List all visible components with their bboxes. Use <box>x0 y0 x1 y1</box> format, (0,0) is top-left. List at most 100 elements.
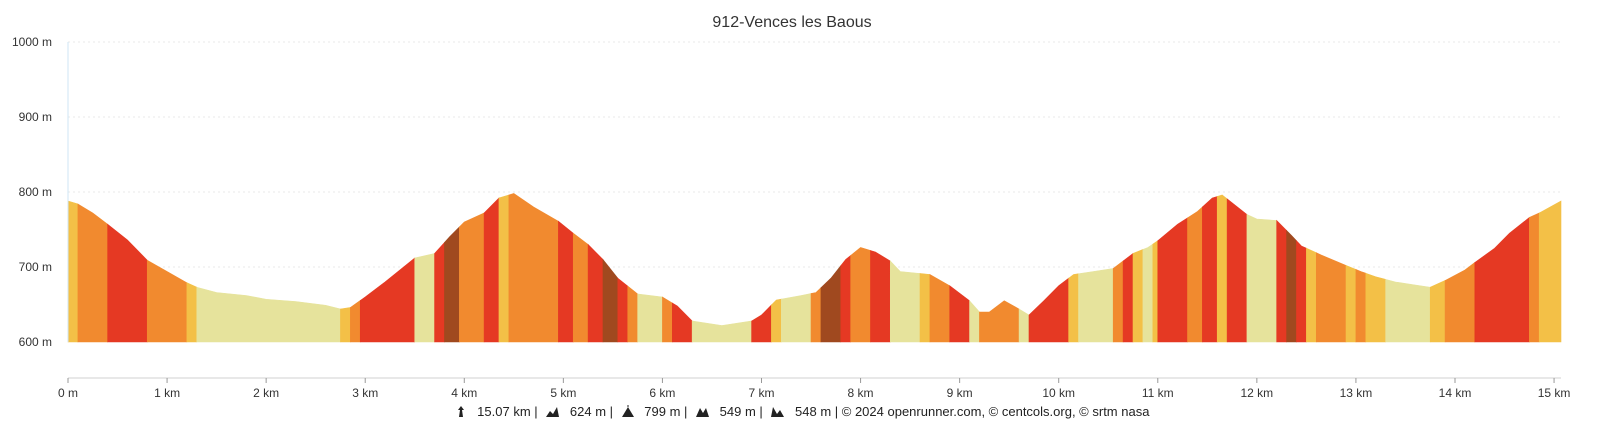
slope-segment-52 <box>1216 194 1228 343</box>
slope-segment-62 <box>1365 272 1386 343</box>
distance-value: 15.07 km | <box>477 404 538 419</box>
slope-segment-31 <box>840 254 851 343</box>
x-tick-label-13: 13 km <box>1340 386 1373 400</box>
y-tick-label-800: 800 m <box>19 185 52 199</box>
x-tick-label-12: 12 km <box>1241 386 1274 400</box>
x-tick-label-15: 15 km <box>1538 386 1571 400</box>
slope-segment-63 <box>1385 278 1431 343</box>
x-tick-label-2: 2 km <box>253 386 279 400</box>
slope-segment-59 <box>1315 252 1347 343</box>
x-tick-label-9: 9 km <box>947 386 973 400</box>
slope-segment-9 <box>414 253 435 343</box>
ascent-value: 624 m | <box>569 404 614 419</box>
slope-segment-23 <box>662 296 673 343</box>
slope-segment-28 <box>781 293 812 343</box>
slope-segment-11 <box>444 226 460 343</box>
y-tick-label-1000: 1000 m <box>12 35 52 49</box>
slope-segment-36 <box>929 273 951 343</box>
slope-segment-15 <box>508 193 559 343</box>
slope-segment-13 <box>483 197 500 343</box>
slope-segment-0 <box>67 200 79 343</box>
slope-segment-33 <box>870 250 891 343</box>
max-altitude-value: 799 m | <box>644 404 688 419</box>
descent-icon <box>771 407 785 417</box>
slope-segment-35 <box>919 273 931 343</box>
slope-segment-25 <box>691 320 752 343</box>
slope-segment-60 <box>1345 265 1357 343</box>
slope-segment-2 <box>107 223 148 343</box>
slope-segment-37 <box>949 285 970 343</box>
slope-segment-56 <box>1286 229 1297 343</box>
grid-lines <box>68 41 1561 268</box>
slope-segment-24 <box>672 302 693 343</box>
x-tick-label-14: 14 km <box>1439 386 1472 400</box>
slope-segment-22 <box>637 293 663 343</box>
distance-icon <box>457 406 464 417</box>
slope-segment-66 <box>1474 216 1530 343</box>
slope-segment-3 <box>146 259 188 343</box>
slope-segment-21 <box>627 285 638 343</box>
slope-segment-51 <box>1202 196 1218 343</box>
slope-segment-61 <box>1355 269 1367 343</box>
slope-segment-40 <box>1018 308 1030 343</box>
min-altitude-value: 549 m | <box>719 404 763 419</box>
slope-segment-41 <box>1028 277 1069 343</box>
slope-segment-34 <box>889 260 921 343</box>
slope-segment-38 <box>969 299 980 343</box>
slope-segment-17 <box>572 232 589 343</box>
slope-segment-7 <box>350 299 361 343</box>
slope-segment-5 <box>196 286 341 343</box>
slope-segment-32 <box>850 247 871 343</box>
x-tick-label-10: 10 km <box>1042 386 1075 400</box>
slope-segment-26 <box>751 304 772 343</box>
chart-title: 912-Vences les Baous <box>712 14 871 31</box>
ascent-icon <box>546 407 560 417</box>
x-tick-label-7: 7 km <box>748 386 774 400</box>
slope-segment-42 <box>1068 273 1079 343</box>
slope-segment-20 <box>617 277 629 343</box>
slope-segment-47 <box>1142 243 1154 343</box>
x-tick-label-4: 4 km <box>451 386 477 400</box>
slope-segment-54 <box>1246 214 1277 343</box>
descent-value: 548 m | <box>795 404 839 419</box>
slope-segment-27 <box>771 298 782 343</box>
slope-segment-65 <box>1444 261 1476 343</box>
slope-segment-55 <box>1276 219 1287 343</box>
slope-segment-29 <box>810 287 822 343</box>
slope-segment-4 <box>186 282 198 343</box>
slope-segments <box>67 193 1562 343</box>
slope-segment-50 <box>1187 206 1203 343</box>
slope-segment-46 <box>1132 249 1144 343</box>
max-altitude-icon <box>621 405 634 417</box>
x-axis-ticks: 0 m 1 km 2 km 3 km 4 km 5 km 6 km 7 km 8 km 9 km 1… <box>58 378 1570 400</box>
slope-segment-44 <box>1112 260 1124 343</box>
slope-segment-18 <box>587 243 604 343</box>
slope-segment-16 <box>558 220 574 343</box>
y-tick-label-600: 600 m <box>19 335 52 349</box>
slope-segment-58 <box>1306 247 1317 343</box>
route-stats-footer: 15.07 km | 624 m | 799 m | 549 m | 548 m… <box>0 404 1600 419</box>
x-tick-label-8: 8 km <box>848 386 874 400</box>
slope-segment-30 <box>820 264 842 343</box>
slope-segment-43 <box>1078 268 1114 343</box>
y-axis-ticks: 600 m 700 m 800 m 900 m 1000 m <box>12 35 52 349</box>
slope-segment-53 <box>1226 198 1248 343</box>
slope-segment-39 <box>979 300 1020 343</box>
slope-segment-19 <box>602 258 619 343</box>
y-tick-label-700: 700 m <box>19 260 52 274</box>
slope-segment-48 <box>1152 240 1159 343</box>
slope-segment-57 <box>1296 239 1307 343</box>
min-altitude-icon <box>696 408 710 417</box>
slope-segment-8 <box>359 257 416 343</box>
slope-segment-64 <box>1429 280 1446 343</box>
slope-segment-10 <box>434 241 445 343</box>
x-tick-label-6: 6 km <box>649 386 675 400</box>
x-tick-label-1: 1 km <box>154 386 180 400</box>
x-tick-label-11: 11 km <box>1142 386 1174 400</box>
slope-segment-12 <box>459 212 485 343</box>
x-tick-label-0: 0 m <box>58 386 78 400</box>
slope-segment-68 <box>1538 200 1562 343</box>
slope-segment-14 <box>498 194 510 343</box>
slope-segment-6 <box>340 307 351 343</box>
